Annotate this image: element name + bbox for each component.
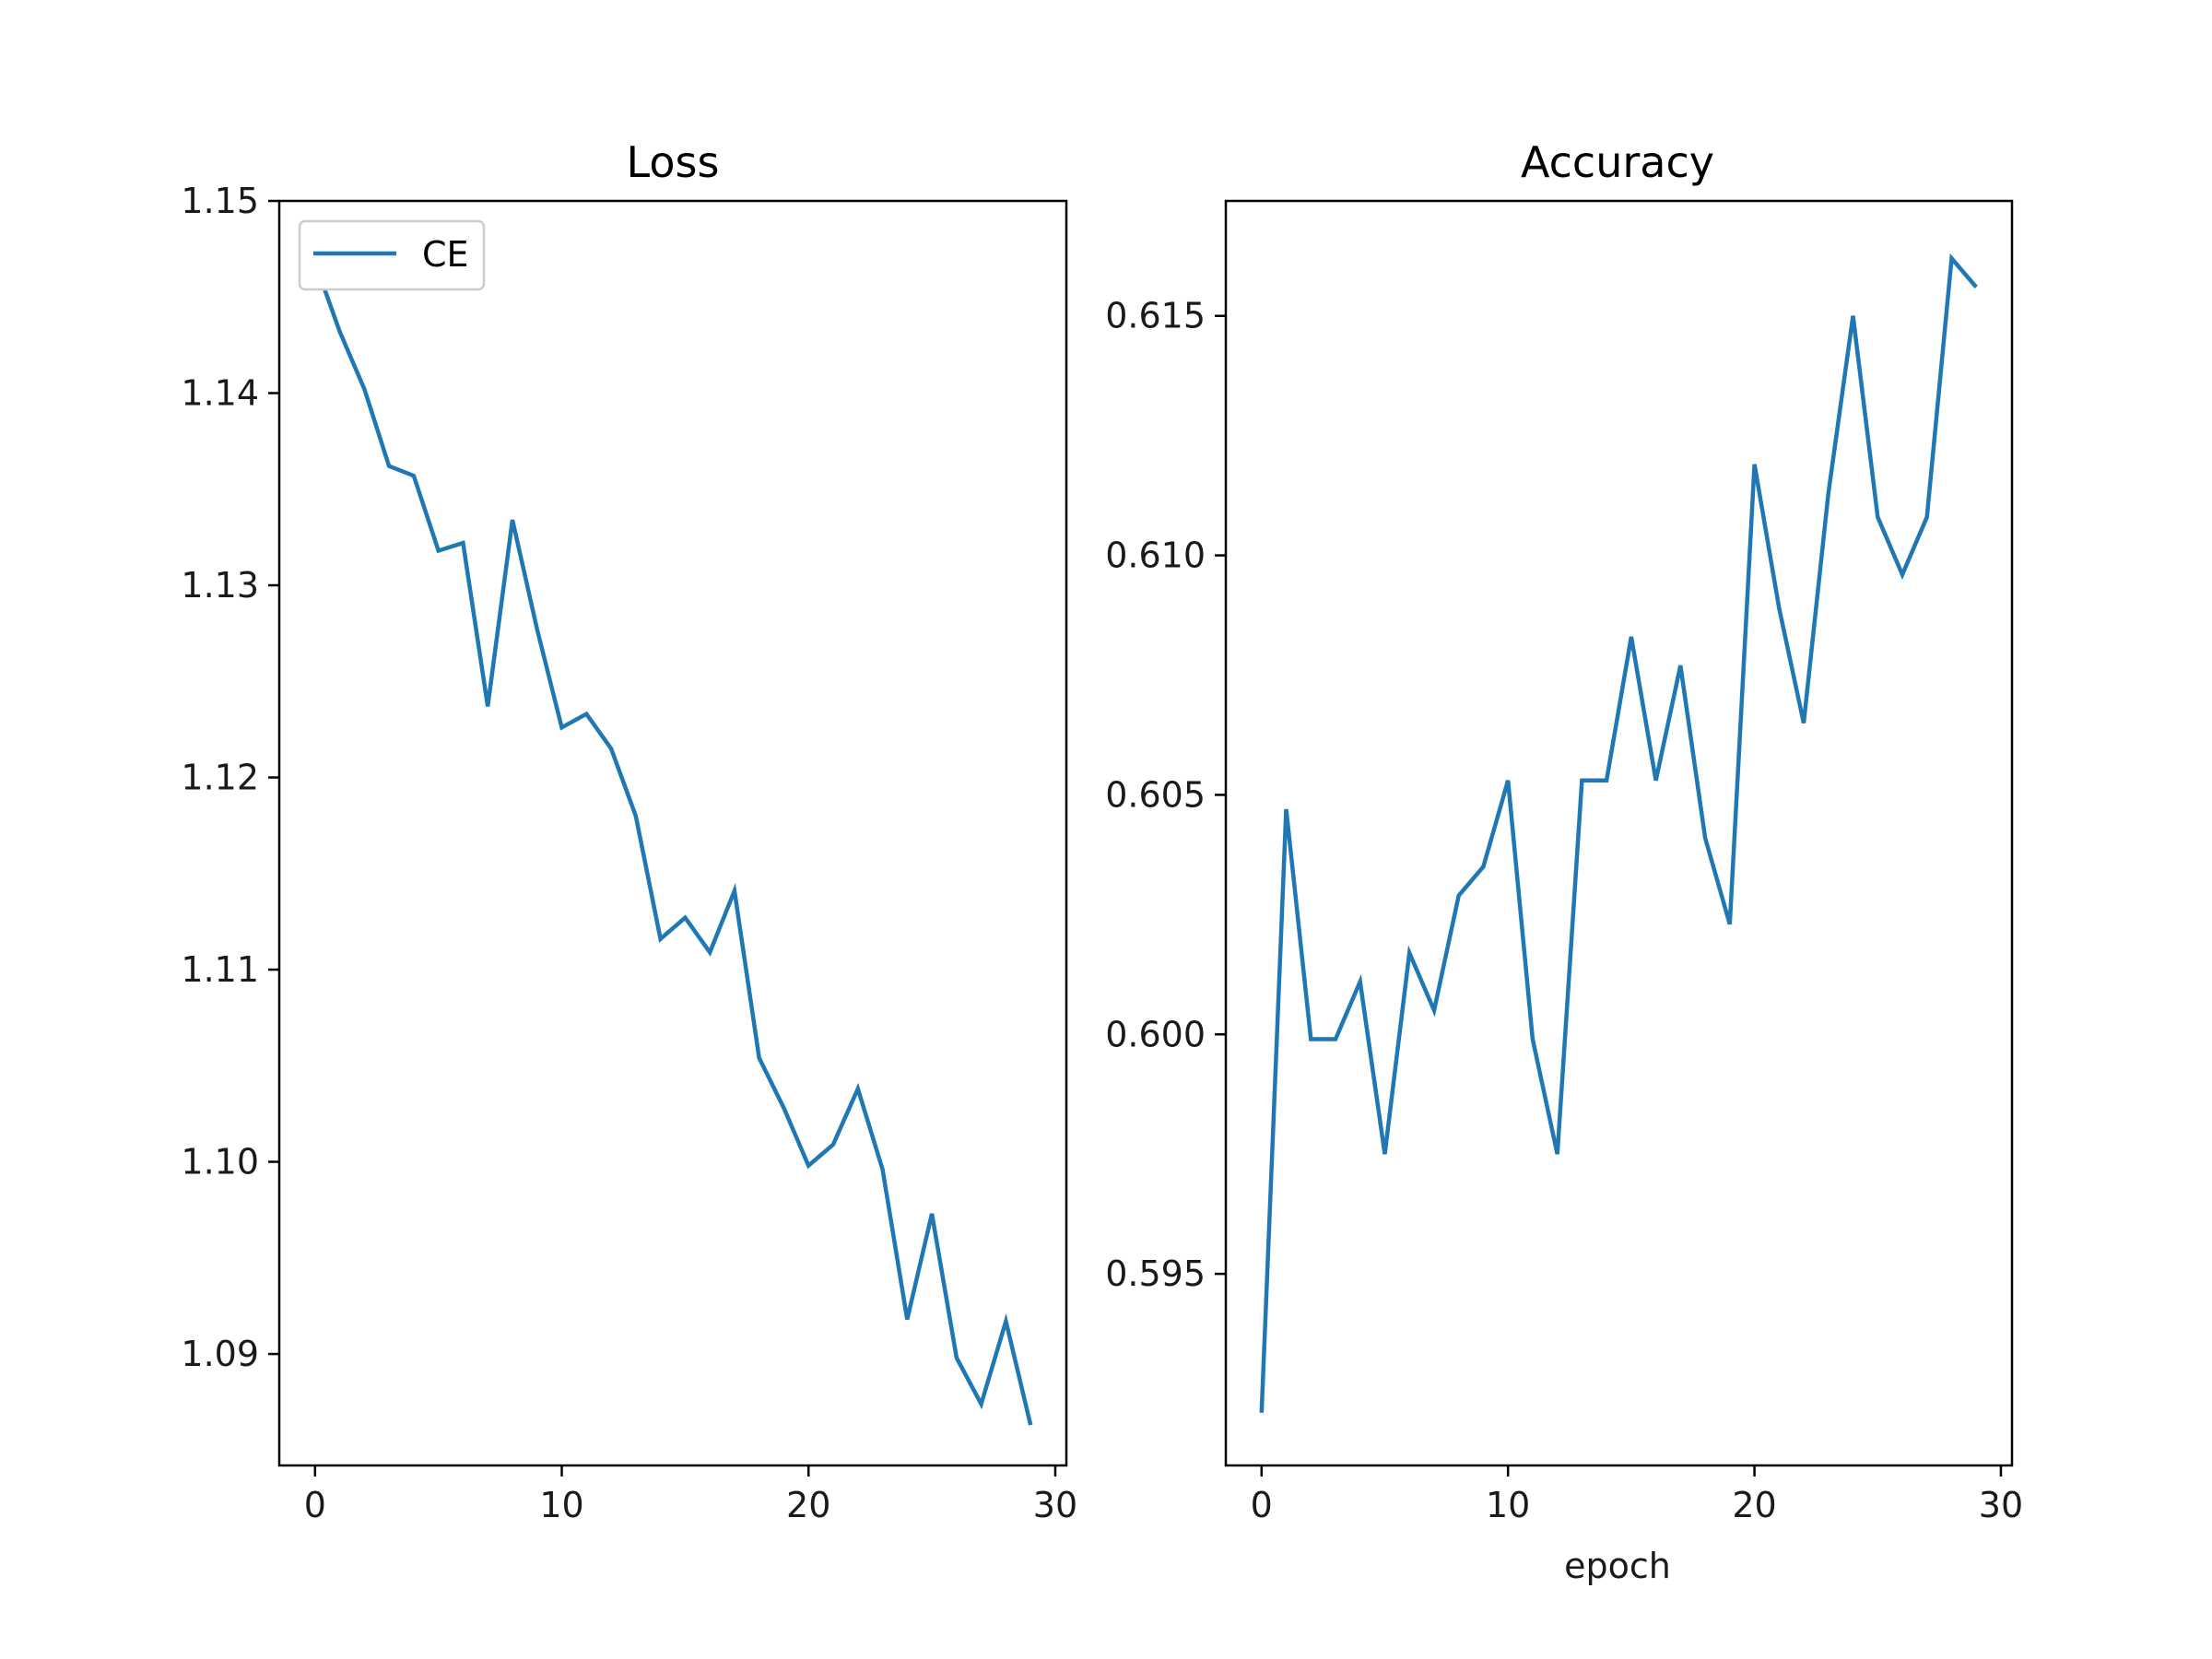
loss-y-tick-label: 1.14 — [181, 373, 259, 414]
accuracy-y-tick-label: 0.595 — [1105, 1253, 1206, 1294]
loss-x-tick-label: 30 — [1033, 1485, 1077, 1525]
loss-series-line — [312, 261, 1033, 1426]
accuracy-y-tick-label: 0.600 — [1105, 1014, 1206, 1054]
accuracy-axes-frame — [1224, 199, 2014, 1467]
accuracy-series-line — [1259, 253, 1978, 1413]
accuracy-plot-area: 0 10 20 30 0.595 0.600 0.605 0.610 0.615 — [1105, 199, 2023, 1525]
accuracy-panel: Accuracy 0 10 20 30 0.595 0.600 0.605 0.610 0.61… — [1105, 137, 2023, 1586]
loss-y-tick-label: 1.13 — [181, 565, 259, 606]
accuracy-x-tick-label: 20 — [1732, 1485, 1776, 1525]
accuracy-x-tick-label: 0 — [1251, 1485, 1273, 1525]
loss-axes-frame — [277, 199, 1068, 1467]
accuracy-x-tick-label: 10 — [1486, 1485, 1530, 1525]
loss-panel: Loss 0 10 20 30 1.09 1.10 1.11 1.12 1.13 1.14 1.15… — [181, 137, 1077, 1525]
loss-y-tick-label: 1.09 — [181, 1334, 259, 1374]
accuracy-y-tick-label: 0.615 — [1105, 296, 1206, 336]
loss-y-tick-label: 1.12 — [181, 758, 259, 798]
accuracy-y-tick-label: 0.610 — [1105, 535, 1206, 576]
accuracy-x-tick-label: 30 — [1979, 1485, 2023, 1525]
accuracy-y-tick-label: 0.605 — [1105, 774, 1206, 815]
loss-y-tick-label: 1.15 — [181, 181, 259, 221]
loss-x-tick-label: 10 — [539, 1485, 583, 1525]
accuracy-title: Accuracy — [1521, 137, 1714, 187]
loss-plot-area: 0 10 20 30 1.09 1.10 1.11 1.12 1.13 1.14 1.15 — [181, 181, 1077, 1525]
loss-title: Loss — [627, 137, 720, 187]
loss-y-tick-label: 1.10 — [181, 1142, 259, 1182]
loss-y-tick-label: 1.11 — [181, 949, 259, 990]
accuracy-x-axis-label: epoch — [1564, 1546, 1671, 1586]
loss-x-tick-label: 20 — [786, 1485, 830, 1525]
loss-x-tick-label: 0 — [304, 1485, 326, 1525]
loss-legend: CE — [298, 219, 486, 291]
loss-legend-label: CE — [422, 234, 469, 275]
